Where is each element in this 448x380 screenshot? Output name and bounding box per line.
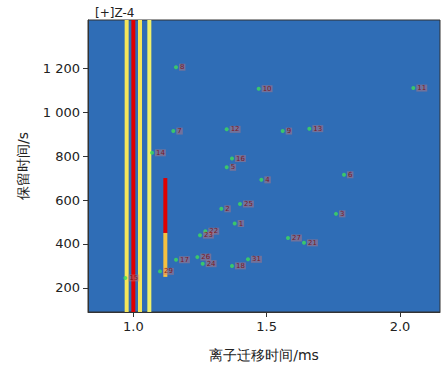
svg-text:1 000: 1 000: [43, 105, 80, 120]
svg-text:14: 14: [156, 149, 165, 157]
svg-text:2.0: 2.0: [390, 319, 411, 334]
svg-text:26: 26: [201, 253, 211, 262]
svg-text:2: 2: [225, 205, 229, 213]
svg-text:18: 18: [236, 262, 245, 270]
svg-text:13: 13: [313, 125, 322, 133]
svg-text:17: 17: [180, 256, 189, 264]
svg-text:7: 7: [177, 127, 181, 135]
svg-text:800: 800: [55, 149, 80, 164]
svg-text:22: 22: [209, 227, 219, 236]
svg-text:[+]Z-4: [+]Z-4: [95, 6, 134, 20]
svg-text:27: 27: [292, 234, 301, 242]
svg-text:12: 12: [231, 125, 240, 133]
svg-text:16: 16: [236, 155, 245, 163]
svg-text:24: 24: [207, 260, 216, 268]
svg-text:200: 200: [55, 280, 80, 295]
svg-text:保留时间/s: 保留时间/s: [15, 132, 31, 200]
svg-text:21: 21: [308, 239, 317, 247]
svg-text:25: 25: [244, 200, 253, 208]
svg-text:1: 1: [239, 220, 243, 228]
svg-text:400: 400: [55, 236, 80, 251]
svg-text:31: 31: [252, 255, 261, 263]
svg-text:3: 3: [340, 210, 344, 218]
svg-text:1.5: 1.5: [256, 319, 277, 334]
svg-text:5: 5: [231, 163, 235, 171]
svg-text:9: 9: [287, 127, 291, 135]
svg-text:8: 8: [180, 63, 184, 71]
svg-text:10: 10: [263, 85, 272, 93]
svg-text:6: 6: [348, 171, 353, 179]
svg-text:离子迁移时间/ms: 离子迁移时间/ms: [209, 347, 319, 363]
svg-text:23: 23: [204, 231, 213, 239]
svg-text:600: 600: [55, 193, 80, 208]
svg-text:4: 4: [265, 176, 270, 184]
svg-text:1.0: 1.0: [123, 319, 144, 334]
svg-text:15: 15: [129, 274, 138, 282]
svg-text:1 200: 1 200: [43, 61, 80, 76]
svg-text:11: 11: [417, 84, 426, 92]
svg-text:29: 29: [164, 267, 173, 275]
